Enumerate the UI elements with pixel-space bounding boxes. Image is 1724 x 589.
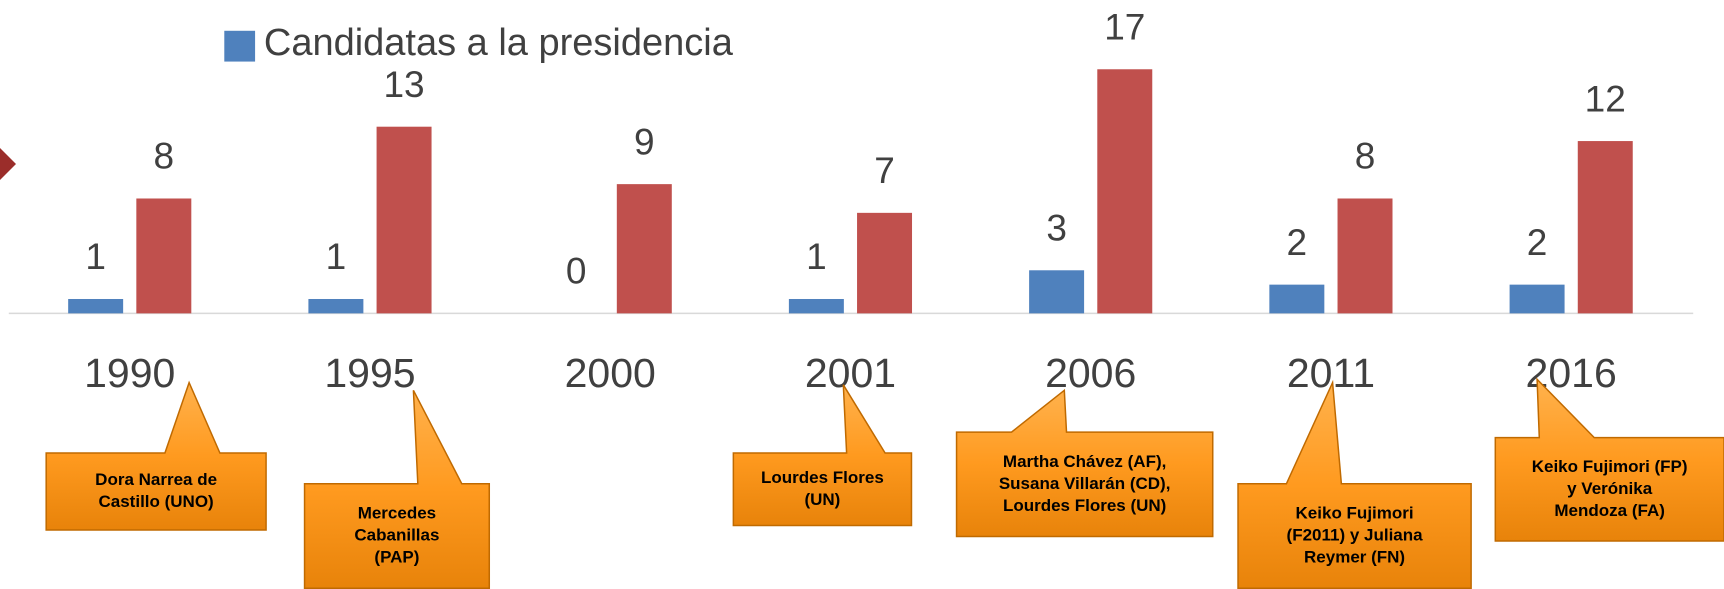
data-label: 13 — [383, 64, 424, 105]
data-label: 9 — [634, 121, 655, 162]
callout-text: Mendoza (FA) — [1554, 501, 1665, 520]
callout: Keiko Fujimori (F2011) y Juliana Reymer (F… — [1237, 379, 1472, 589]
callout-text: Keiko Fujimori — [1296, 503, 1414, 522]
legend-label: Candidatas a la presidencia — [264, 22, 734, 64]
bar — [1269, 284, 1325, 314]
callout-text: Dora Narrea de — [95, 470, 217, 489]
callout-text: (PAP) — [374, 547, 419, 566]
callout: Keiko Fujimori (FP) y Verónika Mendoza (FA… — [1494, 377, 1724, 542]
data-label: 3 — [1046, 207, 1067, 248]
bar — [788, 298, 844, 314]
callout-text: Keiko Fujimori (FP) — [1532, 457, 1688, 476]
callout-text: y Verónika — [1567, 479, 1653, 498]
data-label: 2 — [1287, 222, 1308, 263]
callout-shape — [1494, 377, 1724, 542]
x-tick-label: 2001 — [805, 350, 896, 396]
callout-shape — [303, 389, 491, 589]
bar — [1337, 198, 1393, 314]
callout-shape — [1237, 379, 1472, 589]
callout-text: (UN) — [804, 490, 840, 509]
bar — [1509, 284, 1565, 314]
data-label: 17 — [1104, 6, 1145, 47]
bar — [616, 184, 672, 314]
bar — [308, 298, 364, 314]
callout: Dora Narrea de Castillo (UNO) — [45, 380, 267, 531]
arrow-shape — [0, 148, 16, 180]
callout-text: (F2011) y Juliana — [1287, 525, 1424, 544]
callout-shape — [45, 380, 267, 531]
bar — [68, 298, 124, 314]
x-tick-label: 1990 — [84, 350, 175, 396]
callout: Martha Chávez (AF), Susana Villarán (CD),… — [955, 388, 1214, 538]
bar — [1029, 270, 1085, 314]
bar — [1577, 141, 1633, 314]
data-label: 12 — [1585, 78, 1626, 119]
callout-text: Lourdes Flores — [761, 468, 884, 487]
callout: Mercedes Cabanillas (PAP) — [303, 389, 491, 589]
callout-text: Castillo (UNO) — [99, 492, 214, 511]
data-label: 8 — [1355, 136, 1376, 177]
x-tick-label: 2006 — [1045, 350, 1136, 396]
callout-text: Martha Chávez (AF), — [1003, 452, 1166, 471]
x-tick-label: 2000 — [565, 350, 656, 396]
data-label: 1 — [85, 236, 106, 277]
bar — [1097, 69, 1153, 314]
callout-text: Lourdes Flores (UN) — [1003, 496, 1166, 515]
data-label: 2 — [1527, 222, 1548, 263]
callout-shape — [955, 388, 1214, 538]
bar — [376, 126, 432, 314]
data-label: 1 — [326, 236, 347, 277]
data-label: 1 — [806, 236, 827, 277]
callout-text: Mercedes — [358, 503, 436, 522]
legend-swatch — [224, 30, 256, 62]
data-label: 8 — [154, 136, 175, 177]
callout-text: Cabanillas — [354, 525, 439, 544]
callout: Lourdes Flores (UN) — [732, 384, 913, 527]
data-label: 0 — [566, 251, 587, 292]
callout-text: Susana Villarán (CD), — [999, 474, 1171, 493]
callout-text: Reymer (FN) — [1304, 547, 1405, 566]
data-label: 7 — [874, 150, 895, 191]
bar — [857, 212, 913, 314]
callout-shape — [732, 384, 913, 527]
x-tick-label: 1995 — [324, 350, 415, 396]
bar — [136, 198, 192, 314]
